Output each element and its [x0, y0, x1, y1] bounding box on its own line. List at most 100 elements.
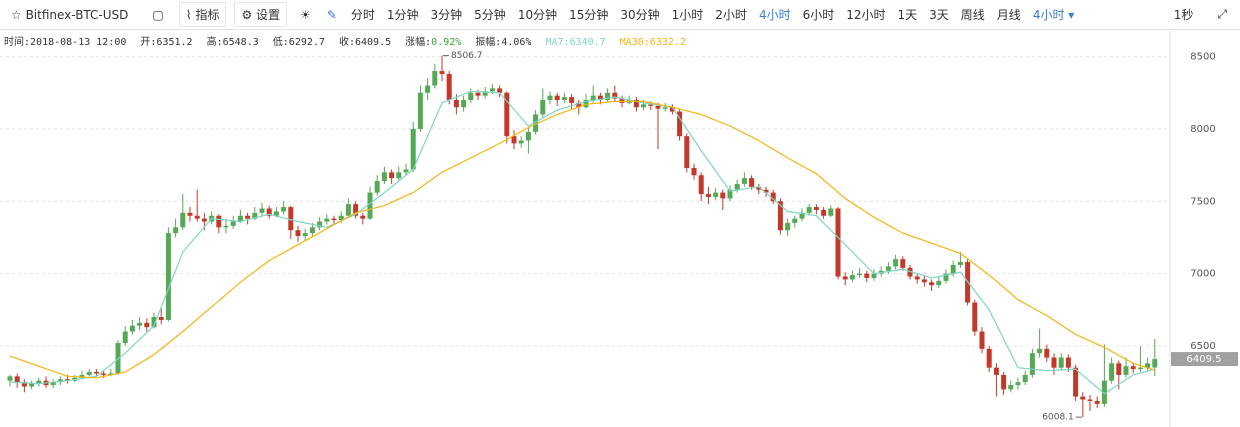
settings-button[interactable]: ⚙ 设置	[234, 2, 288, 27]
candle-body	[583, 99, 589, 108]
candle-body	[511, 136, 517, 144]
candle-body	[547, 95, 553, 100]
interval-button[interactable]: 30分钟	[620, 8, 660, 22]
theme-icon[interactable]: ☀	[300, 7, 311, 22]
interval-button[interactable]: 2小时	[715, 8, 747, 22]
candle-body	[806, 207, 812, 213]
speed[interactable]: 1秒	[1173, 8, 1194, 22]
close-label: 收:	[338, 37, 355, 48]
interval-button[interactable]: 1分钟	[386, 8, 419, 22]
ma7-label: MA7:	[545, 37, 570, 48]
candle-body	[561, 97, 567, 100]
candle-body	[302, 233, 308, 236]
fullscreen-icon[interactable]: ⤢	[1217, 7, 1227, 21]
interval-button[interactable]: 月线	[996, 8, 1021, 22]
candle-body	[1058, 357, 1064, 368]
candle-body	[633, 99, 639, 108]
candle-body	[216, 215, 222, 228]
interval-button[interactable]: 6小时	[802, 8, 835, 22]
candle-body	[245, 215, 251, 219]
time: 2018-08-13 12:00	[30, 37, 127, 48]
candle-body	[785, 222, 791, 231]
candle-body	[173, 227, 179, 234]
candle-body	[828, 208, 834, 216]
candle-body	[65, 379, 71, 381]
candle-body	[482, 91, 488, 96]
candle-body	[1123, 366, 1129, 375]
candle-body	[957, 262, 963, 265]
interval-button[interactable]: 3天	[929, 8, 949, 22]
interval-dropdown[interactable]: 4小时 ▾	[1032, 8, 1075, 22]
candle-body	[936, 280, 942, 286]
candle-body	[273, 211, 279, 216]
candle-body	[821, 209, 827, 216]
interval-button[interactable]: 15分钟	[569, 8, 609, 22]
candle-body	[410, 128, 416, 170]
candle-body	[720, 192, 726, 199]
interval-button[interactable]: 10分钟	[517, 8, 558, 22]
candle-body	[921, 279, 927, 283]
candle-body	[446, 73, 452, 100]
draw-icon[interactable]: ✎	[326, 7, 337, 22]
ma7-value: 6340.7	[569, 37, 606, 48]
candle-body	[533, 114, 539, 132]
candle-body	[979, 331, 985, 349]
close: 6409.5	[354, 37, 392, 48]
candle-body	[367, 192, 373, 219]
candle-body	[878, 270, 884, 274]
candle-body	[749, 178, 755, 187]
candle-body	[209, 215, 215, 222]
interval-button[interactable]: 3分钟	[430, 8, 463, 22]
candle-body	[871, 273, 877, 278]
candle-body	[518, 140, 524, 144]
change: 0.92%	[431, 37, 462, 48]
candle-body	[741, 178, 747, 184]
ma30-label: MA30:	[619, 37, 650, 48]
interval-button[interactable]: 周线	[960, 8, 985, 22]
change-label: 涨幅:	[405, 37, 432, 48]
candle-body	[770, 192, 776, 202]
candle-body	[655, 105, 661, 109]
candle-body	[288, 207, 294, 231]
candle-body	[137, 322, 143, 326]
interval-button[interactable]: 4小时	[758, 8, 791, 22]
interval-button[interactable]: 1小时	[671, 8, 704, 22]
candle-body	[381, 172, 387, 182]
candle-body	[374, 181, 380, 193]
interval-button[interactable]: 5分钟	[474, 8, 506, 22]
interval-button[interactable]: 分时	[350, 8, 375, 22]
square-icon[interactable]: ▢	[152, 7, 164, 22]
candle-body	[1001, 374, 1007, 390]
indicators-button[interactable]: ⌇ 指标	[178, 2, 227, 27]
candle-body	[36, 380, 42, 384]
candle-body	[144, 322, 150, 328]
candle-body	[799, 212, 805, 219]
candle-body	[237, 215, 243, 222]
candle-body	[1137, 367, 1143, 370]
candle-body	[727, 189, 733, 199]
candle-body	[252, 212, 258, 219]
candle-body	[489, 88, 495, 92]
candle-body	[309, 227, 315, 234]
symbol[interactable]: ☆ Bitfinex-BTC-USD	[11, 7, 129, 22]
candle-body	[497, 88, 503, 93]
candle-body	[597, 95, 603, 100]
candle-body	[223, 225, 229, 228]
candle-body	[684, 136, 690, 168]
candle-body	[1152, 359, 1158, 368]
candle-body	[554, 95, 560, 100]
candle-body	[677, 111, 683, 137]
candle-body	[165, 233, 171, 320]
candle-body	[641, 104, 647, 108]
candle-body	[943, 273, 949, 281]
candle-body	[713, 192, 719, 197]
interval-button[interactable]: 12小时	[846, 8, 886, 22]
interval-button[interactable]: 1天	[897, 8, 918, 22]
y-tick-label: 6500	[1190, 341, 1215, 352]
candle-body	[201, 218, 207, 222]
candle-body	[1022, 374, 1028, 383]
high-label: 高:	[206, 37, 223, 48]
candle-body	[158, 317, 164, 320]
candle-body	[756, 186, 762, 190]
